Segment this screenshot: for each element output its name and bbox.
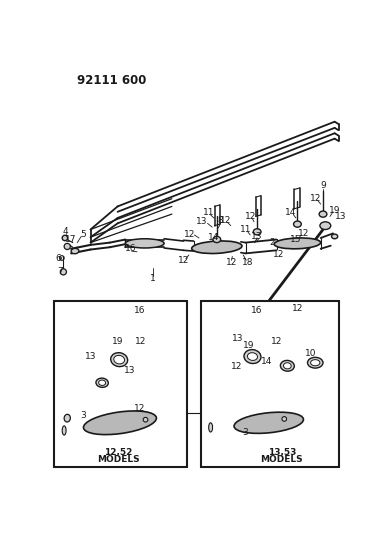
Bar (201, 301, 339, 467)
Text: 13: 13 (335, 212, 347, 221)
Text: 16: 16 (250, 306, 262, 315)
Bar (54, 301, 187, 467)
Ellipse shape (320, 222, 331, 230)
Text: 17: 17 (65, 235, 77, 244)
Ellipse shape (192, 241, 242, 254)
Ellipse shape (99, 380, 106, 385)
Text: 12: 12 (298, 229, 309, 238)
Text: 2: 2 (270, 238, 275, 247)
Text: 92111 600: 92111 600 (77, 74, 147, 87)
Text: 14: 14 (261, 357, 272, 366)
Text: 13: 13 (85, 352, 96, 361)
Text: 12: 12 (134, 405, 145, 414)
Text: 12: 12 (245, 212, 257, 221)
Text: 7: 7 (57, 268, 63, 276)
Ellipse shape (234, 412, 303, 433)
Text: 14: 14 (285, 208, 296, 217)
Text: 19: 19 (243, 341, 254, 350)
Ellipse shape (244, 350, 261, 364)
Text: 8: 8 (218, 216, 224, 225)
Text: 12: 12 (271, 337, 282, 346)
Ellipse shape (280, 360, 294, 371)
Text: 13: 13 (196, 217, 207, 227)
Ellipse shape (114, 356, 124, 364)
Text: 6: 6 (56, 254, 62, 263)
Ellipse shape (319, 211, 327, 217)
Ellipse shape (311, 360, 320, 366)
Ellipse shape (293, 221, 301, 227)
Ellipse shape (125, 239, 164, 248)
Ellipse shape (332, 234, 338, 239)
Text: 16: 16 (134, 306, 145, 315)
Ellipse shape (253, 229, 261, 235)
Ellipse shape (283, 363, 291, 369)
Text: 11: 11 (203, 208, 214, 217)
Text: 11: 11 (240, 225, 251, 234)
Circle shape (60, 269, 67, 275)
Ellipse shape (62, 235, 68, 241)
Text: 13: 13 (123, 366, 135, 375)
Text: 13: 13 (232, 334, 244, 343)
Text: MODELS: MODELS (260, 455, 303, 464)
Text: 12: 12 (292, 304, 303, 313)
Text: 12: 12 (273, 249, 285, 259)
Ellipse shape (274, 238, 321, 249)
Text: 5: 5 (80, 230, 86, 239)
Text: 13,53: 13,53 (268, 448, 296, 457)
Text: MODELS: MODELS (97, 455, 140, 464)
Circle shape (64, 244, 70, 249)
Ellipse shape (83, 411, 156, 434)
Text: 1: 1 (150, 273, 155, 282)
Ellipse shape (111, 353, 128, 367)
Ellipse shape (62, 426, 66, 435)
Text: 19: 19 (112, 337, 123, 346)
Text: 19: 19 (329, 206, 340, 215)
Text: 16: 16 (125, 244, 137, 253)
Text: 12: 12 (184, 230, 195, 239)
Text: 12: 12 (231, 362, 242, 371)
Text: 9: 9 (320, 181, 326, 190)
Text: 12: 12 (135, 337, 147, 346)
Ellipse shape (308, 357, 323, 368)
Text: 3: 3 (242, 427, 248, 437)
Circle shape (282, 417, 286, 421)
Text: 4: 4 (62, 227, 68, 236)
Circle shape (143, 417, 148, 422)
Text: 13: 13 (251, 232, 263, 241)
Text: 18: 18 (242, 258, 254, 267)
Text: 14: 14 (208, 233, 219, 241)
Ellipse shape (213, 237, 221, 243)
Text: 12: 12 (309, 194, 321, 203)
Text: 15: 15 (290, 235, 302, 244)
Ellipse shape (71, 248, 79, 254)
Text: 10: 10 (305, 349, 316, 358)
Ellipse shape (247, 353, 257, 360)
Ellipse shape (64, 414, 70, 422)
Ellipse shape (96, 378, 108, 387)
Text: 12: 12 (226, 258, 237, 267)
Text: 12: 12 (221, 216, 232, 225)
Text: 12: 12 (178, 256, 189, 265)
Ellipse shape (209, 423, 213, 432)
Text: 3: 3 (81, 410, 87, 419)
Text: 12,52: 12,52 (104, 448, 133, 457)
